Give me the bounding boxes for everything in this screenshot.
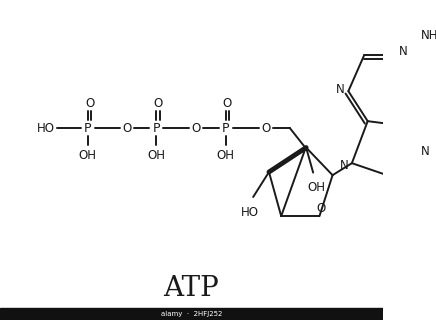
Text: ATP: ATP [164, 275, 219, 301]
Text: O: O [85, 97, 94, 109]
Text: O: O [123, 122, 132, 134]
Text: N: N [336, 83, 345, 96]
Bar [0, 308, 383, 320]
Text: OH: OH [147, 148, 165, 162]
Text: HO: HO [241, 205, 259, 219]
Text: OH: OH [308, 181, 326, 194]
Text: P: P [222, 122, 229, 134]
Text: N: N [340, 159, 348, 172]
Text: O: O [153, 97, 163, 109]
Text: OH: OH [217, 148, 235, 162]
Text: P: P [153, 122, 160, 134]
Text: alamy  ·  2HFJ252: alamy · 2HFJ252 [161, 311, 222, 317]
Text: O: O [262, 122, 271, 134]
Text: O: O [223, 97, 232, 109]
Text: O: O [317, 202, 326, 215]
Text: OH: OH [79, 148, 97, 162]
Text: N: N [399, 45, 408, 58]
Text: O: O [191, 122, 201, 134]
Text: HO: HO [37, 122, 54, 134]
Text: P: P [84, 122, 92, 134]
Text: NH: NH [420, 29, 436, 42]
Text: N: N [420, 145, 429, 158]
